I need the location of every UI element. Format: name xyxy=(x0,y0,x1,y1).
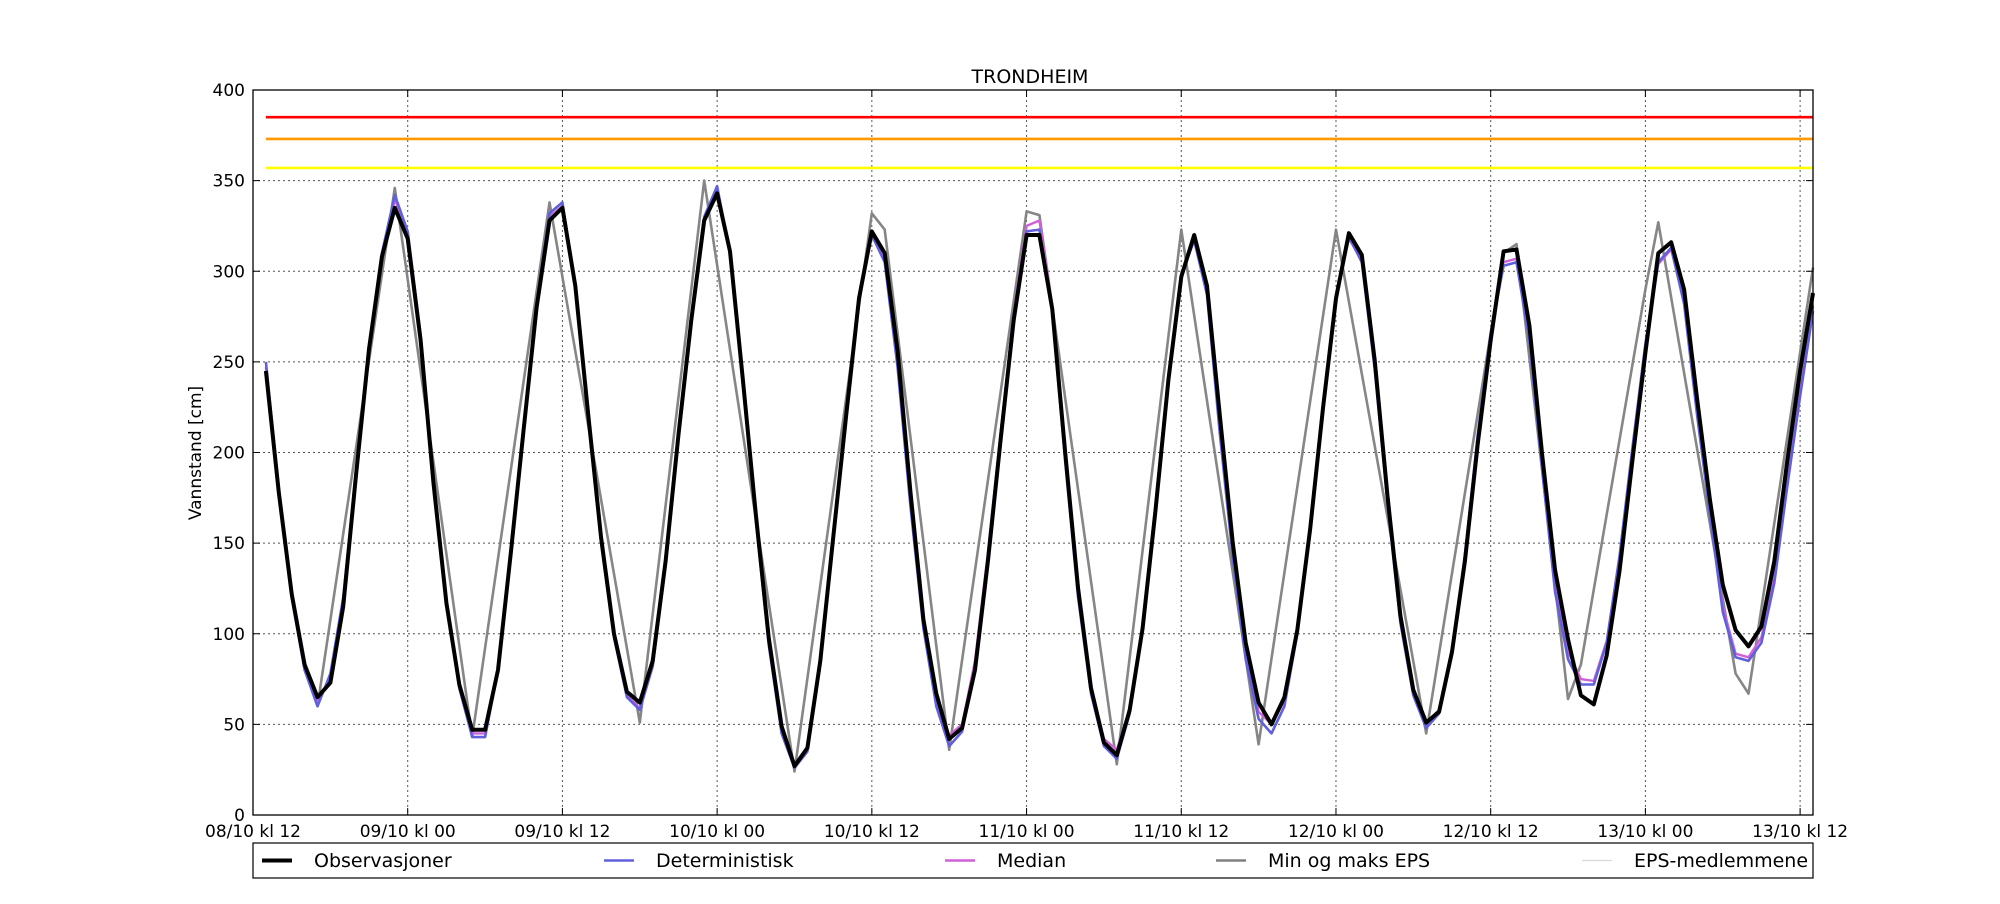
x-tick-label: 13/10 kl 12 xyxy=(1752,822,1848,842)
y-tick-label: 100 xyxy=(213,625,245,645)
series-layer xyxy=(263,179,1815,773)
legend-frame xyxy=(252,842,1814,879)
series-line-deterministisk xyxy=(264,184,1815,770)
legend-label: Median xyxy=(997,850,1066,872)
legend-label: EPS-medlemmene xyxy=(1634,850,1808,872)
y-tick-label: 250 xyxy=(213,353,245,373)
x-tick-label: 10/10 kl 12 xyxy=(824,822,920,842)
y-tick-label: 350 xyxy=(213,172,245,192)
x-tick-layer: 08/10 kl 12 09/10 kl 00 09/10 kl 12 10/10 k… xyxy=(205,90,1848,842)
series-line-min-og-maks-eps xyxy=(316,179,1815,773)
chart-title: TRONDHEIM xyxy=(971,66,1089,88)
grid-layer xyxy=(253,90,1813,815)
x-tick-label: 09/10 kl 12 xyxy=(514,822,610,842)
y-tick-label: 0 xyxy=(234,806,245,826)
x-tick-label: 10/10 kl 00 xyxy=(669,822,765,842)
x-tick-label: 11/10 kl 00 xyxy=(979,822,1075,842)
y-tick-label: 150 xyxy=(213,534,245,554)
legend-label: Deterministisk xyxy=(656,850,794,872)
y-tick-label: 400 xyxy=(213,81,245,101)
legend: Observasjoner Deterministisk Median Min og … xyxy=(252,842,1814,879)
x-tick-label: 12/10 kl 12 xyxy=(1443,822,1539,842)
series-line-observasjoner xyxy=(263,191,1815,769)
legend-items: Observasjoner Deterministisk Median Min og … xyxy=(262,850,1808,872)
x-tick-label: 11/10 kl 12 xyxy=(1133,822,1229,842)
x-tick-label: 12/10 kl 00 xyxy=(1288,822,1384,842)
y-tick-label: 300 xyxy=(213,262,245,282)
x-tick-label: 13/10 kl 00 xyxy=(1597,822,1693,842)
x-tick-label: 09/10 kl 00 xyxy=(360,822,456,842)
y-tick-label: 50 xyxy=(223,715,245,735)
legend-label: Min og maks EPS xyxy=(1268,850,1430,872)
threshold-layer xyxy=(265,115,1813,170)
legend-label: Observasjoner xyxy=(314,850,452,872)
y-axis-label: Vannstand [cm] xyxy=(186,386,206,520)
y-tick-layer: 0 50 100 150 200 250 300 350 400 xyxy=(213,81,1813,826)
y-tick-label: 200 xyxy=(213,444,245,464)
x-tick-label: 08/10 kl 12 xyxy=(205,822,301,842)
